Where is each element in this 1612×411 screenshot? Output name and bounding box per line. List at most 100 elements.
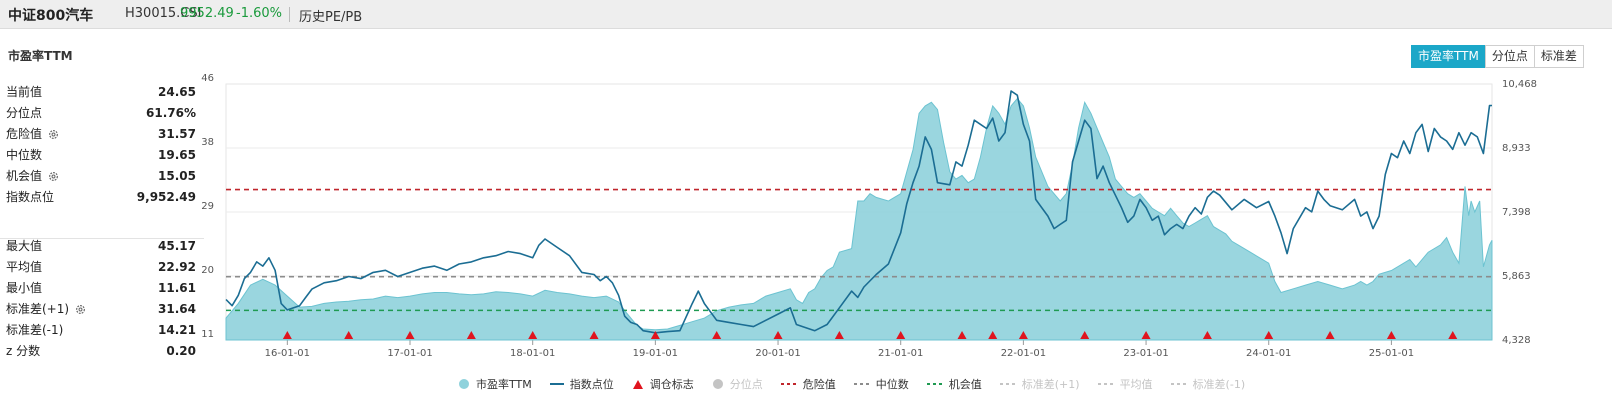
stat-label: 标准差(+1) [6,299,86,322]
chart-legend: 市盈率TTM 指数点位 调仓标志 分位点 危险值 中位数 机会值 标准差(+1) 平均值 标准差(… [458,374,1278,394]
stat-label: 分位点 [6,103,42,124]
legend-swatch [712,378,724,390]
stat-label: 危险值 [6,124,59,147]
gear-icon[interactable] [48,126,59,147]
legend-item[interactable]: 中位数 [853,376,909,392]
x-axis-tick: 19-01-01 [633,348,678,359]
tab-std-dev[interactable]: 标准差 [1533,45,1584,68]
rebalance-marker [466,331,476,339]
stat-value: 45.17 [158,239,196,253]
right-axis-tick: 5,863 [1502,271,1531,282]
legend-item[interactable]: 市盈率TTM [458,376,532,392]
stat-label-text: z 分数 [6,344,41,358]
left-axis-tick: 29 [201,201,214,212]
x-axis-tick: 23-01-01 [1123,348,1168,359]
rebalance-marker [896,331,906,339]
gear-icon[interactable] [75,301,86,322]
legend-label: 中位数 [875,378,909,391]
legend-label: 指数点位 [569,378,614,391]
stat-value: 14.21 [158,323,196,337]
stat-row: 最小值 11.61 [6,278,196,299]
pe-ttm-area [225,97,1493,341]
history-pe-pb-link[interactable]: 历史PE/PB [299,10,363,25]
left-axis-tick: 20 [201,265,214,276]
tab-percentile[interactable]: 分位点 [1484,45,1535,68]
index-price: 9952.49 [180,6,234,21]
right-axis-tick: 7,398 [1502,207,1531,218]
stat-label-text: 分位点 [6,106,43,120]
stat-row: 机会值 15.05 [6,166,196,187]
stats-top: 当前值 24.65 分位点 61.76% 危险值 31.57 中位数 19.65 机会值 15.0… [6,82,196,208]
legend-swatch [780,379,797,389]
stat-row: 最大值 45.17 [6,236,196,257]
stat-value: 31.57 [158,127,196,141]
stat-label-text: 标准差(+1) [6,302,70,316]
legend-item[interactable]: 危险值 [780,376,836,392]
legend-item[interactable]: 标准差(+1) [999,376,1080,392]
panel-title: 市盈率TTM [8,49,73,63]
pe-chart: 11 20 29 38 46 4,328 5,863 7,398 8,933 10,468 16-0… [201,73,1537,359]
rebalance-marker [1264,331,1274,339]
right-axis-tick: 8,933 [1502,143,1531,154]
legend-swatch [853,379,870,389]
stat-row: 危险值 31.57 [6,124,196,145]
x-axis-tick: 24-01-01 [1246,348,1291,359]
legend-label: 平均值 [1119,378,1153,391]
stat-value: 19.65 [158,148,196,162]
rebalance-marker [282,331,292,339]
index-change: -1.60% [236,6,282,21]
stat-label: 最大值 [6,236,42,257]
right-axis-tick: 10,468 [1502,79,1537,90]
title-separator [289,7,290,22]
legend-label: 机会值 [948,378,982,391]
legend-label: 市盈率TTM [476,378,532,391]
stat-label-text: 指数点位 [6,190,55,204]
title-bar: 中证800汽车 H30015.CSI 9952.49 -1.60% 历史PE/P… [0,0,1612,29]
tab-pe-ttm[interactable]: 市盈率TTM [1411,45,1486,68]
x-axis-tick: 25-01-01 [1369,348,1414,359]
legend-item[interactable]: 调仓标志 [632,376,694,392]
stat-row: 中位数 19.65 [6,145,196,166]
stat-label: 最小值 [6,278,42,299]
stat-label: 中位数 [6,145,42,166]
rebalance-marker [1386,331,1396,339]
stat-label-text: 最大值 [6,239,43,253]
stat-label: 平均值 [6,257,42,278]
stat-label: 当前值 [6,82,42,103]
legend-swatch [999,379,1016,389]
x-axis-tick: 16-01-01 [265,348,310,359]
stat-label-text: 平均值 [6,260,43,274]
legend-item[interactable]: 平均值 [1097,376,1153,392]
gear-icon[interactable] [48,168,59,189]
stat-value: 22.92 [158,260,196,274]
stat-label-text: 机会值 [6,169,43,183]
legend-label: 标准差(+1) [1021,378,1080,391]
stat-value: 31.64 [158,302,196,316]
stat-label-text: 最小值 [6,281,43,295]
stats-divider [0,238,204,239]
legend-swatch [1170,379,1187,389]
stat-row: 平均值 22.92 [6,257,196,278]
stat-row: z 分数 0.20 [6,341,196,362]
rebalance-marker [1448,331,1458,339]
index-code: H30015.CSI [125,6,202,21]
rebalance-marker [988,331,998,339]
index-level-line [225,90,1493,334]
x-axis-tick: 18-01-01 [510,348,555,359]
stat-row: 标准差(+1) 31.64 [6,299,196,320]
legend-item[interactable]: 指数点位 [549,376,614,392]
legend-item[interactable]: 机会值 [926,376,982,392]
legend-item[interactable]: 标准差(-1) [1170,376,1245,392]
x-axis-tick: 22-01-01 [1001,348,1046,359]
right-axis-tick: 4,328 [1502,335,1531,346]
stat-label-text: 标准差(-1) [6,323,64,337]
rebalance-marker [528,331,538,339]
x-axis-tick: 21-01-01 [878,348,923,359]
left-axis-tick: 46 [201,73,214,84]
stat-label: 机会值 [6,166,59,189]
stat-label: 指数点位 [6,187,54,208]
rebalance-marker [650,331,660,339]
legend-item[interactable]: 分位点 [712,376,763,392]
rebalance-marker [344,331,354,339]
left-axis-tick: 38 [201,137,214,148]
